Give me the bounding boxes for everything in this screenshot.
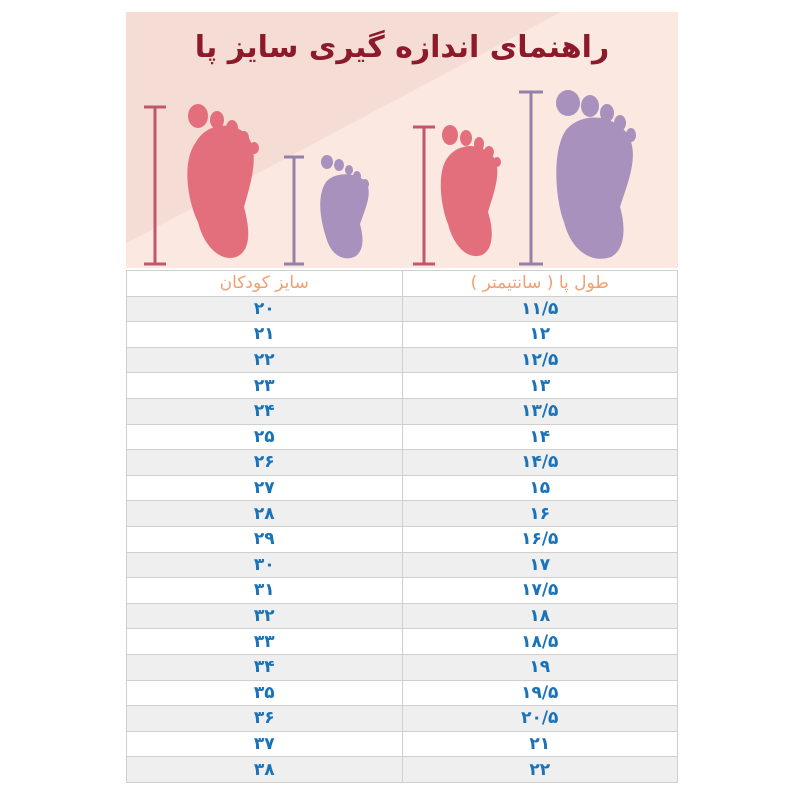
table-row: ۱۷ ۳۰ [126,551,678,579]
table-row: ۱۷/۵ ۳۱ [126,577,678,604]
footprints-illustration [144,90,636,266]
foot-length-cell: ۱۲/۵ [401,346,678,374]
table-row: ۱۳ ۲۳ [126,372,678,399]
table-row: ۱۶/۵ ۲۹ [126,525,678,553]
foot-length-cell: ۲۲ [401,756,678,783]
page-title: راهنمای اندازه گیری سایز پا [194,30,610,65]
kids-size-cell: ۳۵ [126,679,403,707]
table-row: ۱۵ ۲۷ [126,474,678,502]
kids-size-cell: ۲۶ [126,449,403,476]
kids-size-cell: ۳۲ [126,602,403,630]
table-row: ۱۱/۵ ۲۰ [126,295,678,323]
table-row: ۱۴/۵ ۲۶ [126,449,678,476]
header-foot-length: طول پا ( سانتیمتر ) [401,270,678,297]
foot-length-cell: ۱۸ [401,602,678,630]
kids-size-cell: ۳۰ [126,551,403,579]
table-row: ۱۶ ۲۸ [126,500,678,527]
kids-size-cell: ۲۰ [126,295,403,323]
foot-length-cell: ۱۸/۵ [401,628,678,655]
foot-size-banner: راهنمای اندازه گیری سایز پا [126,12,678,268]
kids-size-cell: ۳۸ [126,756,403,783]
table-row: ۱۲/۵ ۲۲ [126,346,678,374]
table-row: ۱۴ ۲۵ [126,423,678,451]
foot-length-cell: ۲۱ [401,730,678,758]
kids-size-cell: ۳۴ [126,653,403,681]
kids-size-cell: ۳۷ [126,730,403,758]
kids-size-cell: ۲۹ [126,525,403,553]
footprint-icon [519,90,543,266]
foot-length-cell: ۱۵ [401,474,678,502]
header-kids-size: سایز کودکان [126,270,403,297]
foot-length-cell: ۱۳ [401,372,678,399]
kids-size-cell: ۲۱ [126,321,403,348]
kids-size-cell: ۲۳ [126,372,403,399]
foot-length-cell: ۱۹/۵ [401,679,678,707]
kids-size-cell: ۳۶ [126,705,403,732]
table-row: ۲۲ ۳۸ [126,756,678,783]
kids-size-cell: ۲۴ [126,397,403,425]
size-chart-table: طول پا ( سانتیمتر ) سایز کودکان ۱۱/۵ ۲۰ ۱۲… [126,270,678,783]
foot-length-cell: ۱۹ [401,653,678,681]
foot-length-cell: ۱۲ [401,321,678,348]
footprint-icon [413,125,435,266]
foot-length-cell: ۱۱/۵ [401,295,678,323]
kids-size-cell: ۲۸ [126,500,403,527]
foot-length-cell: ۱۷/۵ [401,577,678,604]
foot-length-cell: ۱۶ [401,500,678,527]
foot-length-cell: ۱۳/۵ [401,397,678,425]
kids-size-cell: ۲۵ [126,423,403,451]
table-row: ۱۹ ۳۴ [126,653,678,681]
foot-length-cell: ۱۴/۵ [401,449,678,476]
footprint-icon [144,105,166,266]
kids-size-cell: ۲۲ [126,346,403,374]
table-row: ۱۸/۵ ۳۳ [126,628,678,655]
table-row: ۱۳/۵ ۲۴ [126,397,678,425]
kids-size-cell: ۳۳ [126,628,403,655]
foot-length-cell: ۲۰/۵ [401,705,678,732]
kids-size-cell: ۲۷ [126,474,403,502]
foot-length-cell: ۱۶/۵ [401,525,678,553]
foot-length-cell: ۱۷ [401,551,678,579]
foot-length-cell: ۱۴ [401,423,678,451]
footprint-icon [556,90,636,259]
table-row: ۲۰/۵ ۳۶ [126,705,678,732]
footprint-icon [284,155,304,266]
table-row: ۱۹/۵ ۳۵ [126,679,678,707]
footprint-icon [320,155,369,259]
footprint-icon [440,125,501,257]
kids-size-cell: ۳۱ [126,577,403,604]
footprint-icon [187,104,259,258]
table-row: ۱۸ ۳۲ [126,602,678,630]
table-row: ۱۲ ۲۱ [126,321,678,348]
table-row: ۲۱ ۳۷ [126,730,678,758]
table-header-row: طول پا ( سانتیمتر ) سایز کودکان [126,270,678,297]
